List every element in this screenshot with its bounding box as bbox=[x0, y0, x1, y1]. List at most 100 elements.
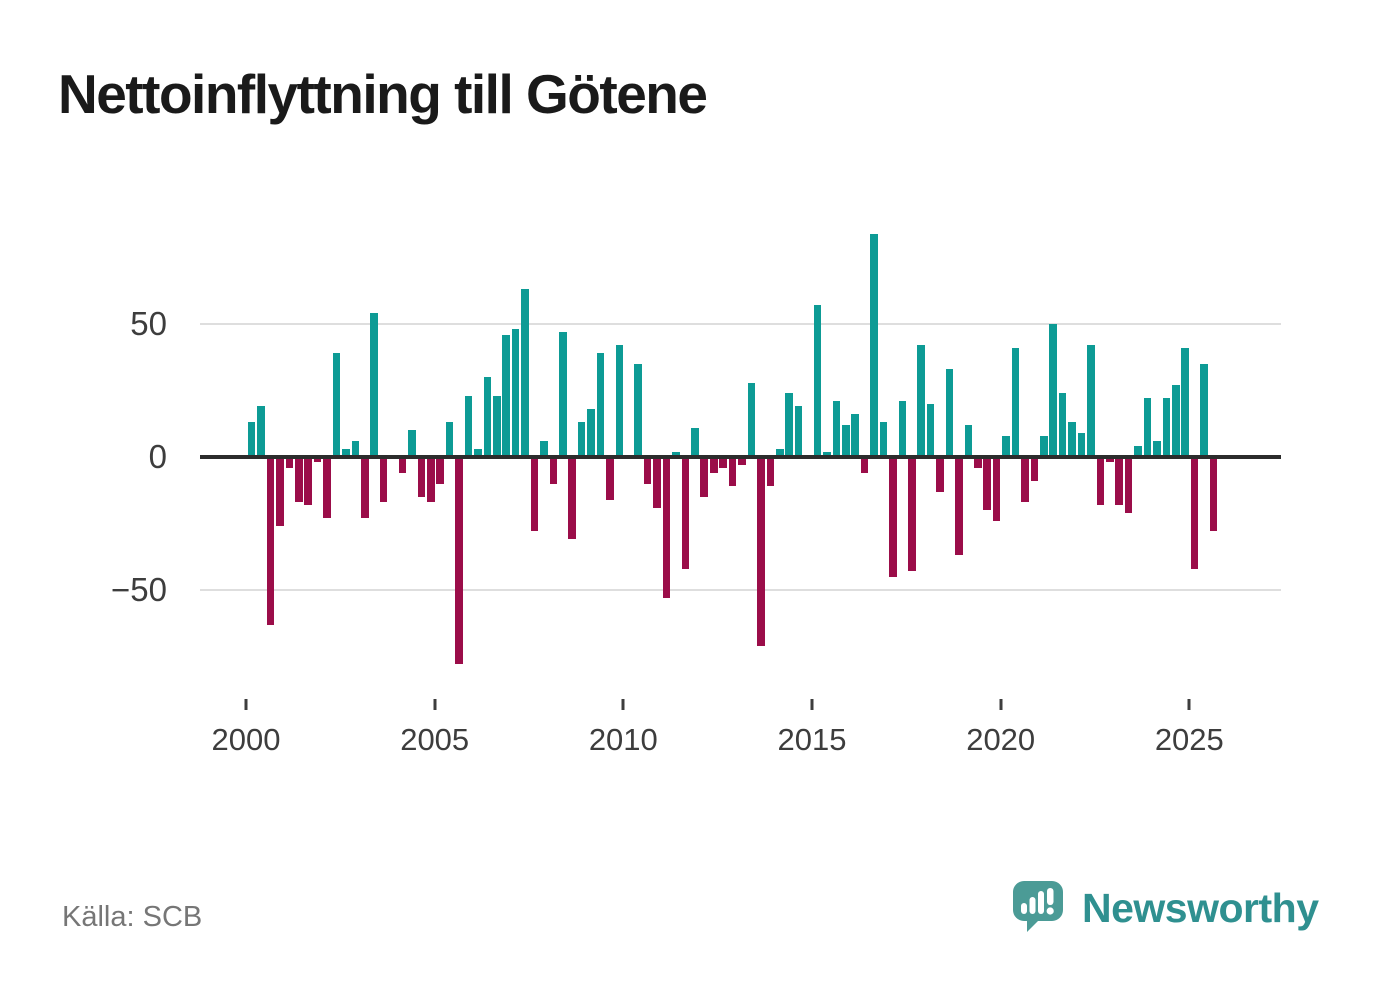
bar-2015Q2 bbox=[823, 451, 831, 457]
bar-2022Q3 bbox=[1096, 457, 1105, 505]
bar-2021Q3 bbox=[1058, 393, 1067, 457]
x-axis-tick-2000 bbox=[244, 699, 248, 710]
bar-2016Q2 bbox=[860, 457, 869, 473]
bar-2001Q2 bbox=[294, 457, 303, 503]
bar-2020Q1 bbox=[1002, 435, 1010, 457]
bar-2011Q2 bbox=[672, 451, 680, 457]
bar-2007Q3 bbox=[530, 457, 539, 532]
bar-2012Q4 bbox=[728, 457, 737, 487]
bar-2003Q1 bbox=[360, 457, 369, 519]
bar-2018Q3 bbox=[945, 369, 954, 457]
bar-2003Q3 bbox=[379, 457, 388, 503]
bar-2024Q2 bbox=[1162, 398, 1171, 457]
bar-2018Q2 bbox=[936, 457, 944, 492]
bar-2000Q3 bbox=[266, 457, 275, 625]
bar-2020Q2 bbox=[1011, 347, 1020, 457]
bar-2016Q3 bbox=[870, 233, 878, 457]
bar-2009Q1 bbox=[587, 409, 595, 457]
bar-2015Q3 bbox=[832, 401, 841, 457]
bar-2021Q4 bbox=[1068, 422, 1076, 457]
bar-2011Q1 bbox=[662, 457, 671, 598]
bar-2007Q4 bbox=[540, 441, 548, 457]
x-axis-label-2025: 2025 bbox=[1154, 722, 1224, 757]
bar-2002Q4 bbox=[351, 441, 360, 457]
bar-2010Q4 bbox=[653, 457, 661, 508]
bar-2006Q4 bbox=[502, 334, 511, 457]
bar-2025Q2 bbox=[1200, 363, 1208, 457]
bar-2009Q3 bbox=[606, 457, 614, 500]
x-axis-label-2010: 2010 bbox=[588, 722, 658, 757]
bar-2022Q4 bbox=[1106, 457, 1114, 463]
bar-2013Q1 bbox=[738, 457, 746, 465]
bar-2020Q4 bbox=[1030, 457, 1039, 481]
bar-2019Q1 bbox=[964, 425, 973, 457]
bar-2002Q2 bbox=[332, 353, 341, 457]
newsworthy-logo-icon bbox=[1010, 878, 1066, 939]
bar-2024Q1 bbox=[1153, 441, 1161, 457]
bar-2017Q1 bbox=[889, 457, 897, 577]
bar-2005Q2 bbox=[445, 422, 454, 457]
x-axis-label-2005: 2005 bbox=[400, 722, 470, 757]
x-axis-label-2020: 2020 bbox=[966, 722, 1036, 757]
bar-2004Q2 bbox=[408, 430, 416, 457]
bar-2020Q3 bbox=[1021, 457, 1029, 503]
bar-2021Q2 bbox=[1049, 324, 1058, 457]
bar-2016Q1 bbox=[851, 414, 859, 457]
bar-2012Q2 bbox=[709, 457, 718, 473]
bar-2022Q2 bbox=[1087, 345, 1095, 457]
bar-2006Q2 bbox=[483, 377, 492, 457]
gridline-50 bbox=[200, 323, 1281, 325]
bar-2017Q2 bbox=[898, 401, 907, 457]
x-axis-tick-2015 bbox=[810, 699, 814, 710]
bar-2017Q4 bbox=[917, 345, 925, 457]
bar-2018Q1 bbox=[926, 403, 935, 457]
bar-2024Q3 bbox=[1172, 385, 1180, 457]
bar-2010Q2 bbox=[634, 363, 643, 457]
bar-2023Q1 bbox=[1115, 457, 1124, 505]
bar-2021Q1 bbox=[1040, 435, 1048, 457]
bar-2001Q4 bbox=[313, 457, 322, 463]
bar-2003Q2 bbox=[370, 313, 378, 457]
bar-2013Q4 bbox=[766, 457, 775, 487]
bar-2023Q2 bbox=[1124, 457, 1133, 513]
bar-2012Q1 bbox=[700, 457, 709, 497]
bar-2004Q3 bbox=[417, 457, 426, 497]
bar-2005Q1 bbox=[436, 457, 444, 484]
bar-2013Q2 bbox=[747, 382, 756, 457]
bar-2023Q3 bbox=[1134, 446, 1142, 457]
bar-2007Q2 bbox=[521, 289, 529, 457]
bar-2008Q3 bbox=[568, 457, 577, 540]
bar-2001Q1 bbox=[285, 457, 294, 468]
bar-2008Q1 bbox=[549, 457, 558, 484]
x-axis-label-2015: 2015 bbox=[777, 722, 847, 757]
bar-2023Q4 bbox=[1143, 398, 1152, 457]
bar-2024Q4 bbox=[1181, 347, 1190, 457]
bar-2018Q4 bbox=[955, 457, 963, 556]
bar-2025Q1 bbox=[1190, 457, 1199, 569]
bar-2009Q4 bbox=[615, 345, 624, 457]
bar-2000Q1 bbox=[247, 422, 256, 457]
y-axis-label-50: 50 bbox=[130, 305, 167, 342]
bar-2006Q3 bbox=[493, 395, 501, 457]
bar-2011Q4 bbox=[691, 427, 699, 457]
bar-2014Q3 bbox=[794, 406, 803, 457]
y-axis-label-0: 0 bbox=[148, 438, 167, 475]
x-axis-label-2000: 2000 bbox=[211, 722, 281, 757]
bar-2004Q4 bbox=[426, 457, 435, 503]
bar-2019Q2 bbox=[973, 457, 982, 468]
newsworthy-branding: Newsworthy bbox=[1010, 878, 1319, 939]
bar-2025Q3 bbox=[1209, 457, 1218, 532]
bar-2016Q4 bbox=[879, 422, 888, 457]
x-axis-tick-2020 bbox=[999, 699, 1003, 710]
bar-2014Q2 bbox=[785, 393, 793, 457]
bar-2001Q3 bbox=[304, 457, 312, 505]
bar-2019Q3 bbox=[983, 457, 991, 511]
source-attribution: Källa: SCB bbox=[62, 901, 203, 933]
bar-2014Q1 bbox=[775, 449, 784, 457]
bar-2007Q1 bbox=[511, 329, 520, 457]
x-axis-tick-2025 bbox=[1187, 699, 1191, 710]
bar-2022Q1 bbox=[1077, 433, 1086, 457]
newsworthy-wordmark: Newsworthy bbox=[1082, 885, 1319, 931]
chart-title: Nettoinflyttning till Götene bbox=[58, 63, 708, 125]
bar-2019Q4 bbox=[992, 457, 1001, 521]
